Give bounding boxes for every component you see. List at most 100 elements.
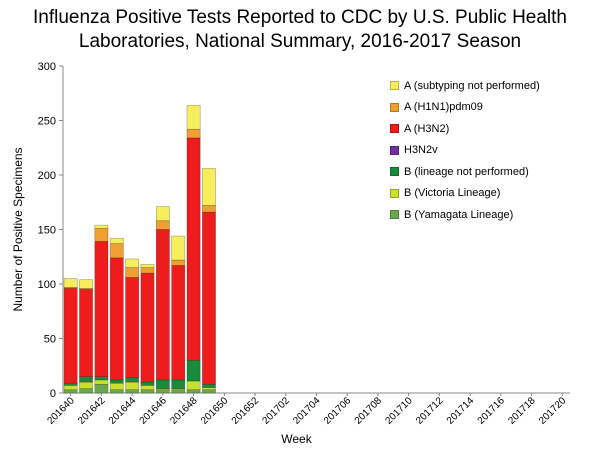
bar-segment-201649 xyxy=(202,205,216,213)
bar-segment-201644 xyxy=(125,277,140,379)
x-tick-label: 201704 xyxy=(291,395,323,427)
bar-segment-201646 xyxy=(155,229,170,381)
chart-title-line-2: Laboratories, National Summary, 2016-201… xyxy=(78,31,522,52)
legend-label: H3N2v xyxy=(404,144,438,157)
bar-segment-201640 xyxy=(63,288,78,384)
legend-swatch xyxy=(390,188,399,198)
legend-swatch xyxy=(390,167,399,177)
y-tick-label: 250 xyxy=(38,116,56,128)
bar-segment-201640 xyxy=(63,389,78,394)
legend-swatch xyxy=(390,81,399,91)
x-tick-label: 201708 xyxy=(353,395,385,427)
bar-segment-201641 xyxy=(79,388,93,394)
bar-segment-201648 xyxy=(186,137,201,361)
bar-segment-201642 xyxy=(94,228,109,242)
y-tick-label: 100 xyxy=(38,279,56,291)
bar-segment-201646 xyxy=(155,206,170,222)
legend-swatch xyxy=(390,102,399,112)
bar-segment-201647 xyxy=(171,235,186,261)
x-tick-label: 201718 xyxy=(506,395,538,427)
bar-segment-201646 xyxy=(155,220,170,230)
bar-segment-201646 xyxy=(155,379,170,389)
chart-title: Influenza Positive Tests Reported to CDC… xyxy=(0,6,600,54)
legend-label: B (Victoria Lineage) xyxy=(404,187,501,200)
legend-swatch xyxy=(390,210,399,220)
bar-segment-201649 xyxy=(202,389,216,394)
bar-segment-201644 xyxy=(125,389,140,394)
x-tick-label: 201648 xyxy=(168,395,200,427)
y-tick-label: 300 xyxy=(38,61,56,73)
y-axis-title: Number of Positive Specimens xyxy=(11,147,25,311)
legend-label: B (lineage not performed) xyxy=(404,165,529,178)
x-tick-label: 201712 xyxy=(414,395,446,427)
y-tick-label: 0 xyxy=(50,388,56,400)
bar-segment-201640 xyxy=(63,385,78,391)
bar-segment-201648 xyxy=(186,389,201,394)
bar-segment-201643 xyxy=(109,382,124,391)
legend-label: A (subtyping not performed) xyxy=(404,79,540,92)
x-tick-label: 201646 xyxy=(138,395,170,427)
bar-segment-201645 xyxy=(140,385,155,391)
bar-segment-201649 xyxy=(202,383,216,388)
bar-segment-201645 xyxy=(140,267,155,274)
bar-segment-201640 xyxy=(63,382,78,386)
legend-swatch xyxy=(390,145,399,155)
chart-title-line-1: Influenza Positive Tests Reported to CDC… xyxy=(32,7,567,28)
chart-legend: A (subtyping not performed) A (H1N1)pdm09… xyxy=(390,75,540,226)
legend-item: A (subtyping not performed) xyxy=(390,75,540,97)
y-tick-label: 200 xyxy=(38,170,56,182)
legend-item: A (H1N1)pdm09 xyxy=(390,97,540,119)
legend-item: B (lineage not performed) xyxy=(390,161,540,183)
bar-segment-201644 xyxy=(125,267,140,278)
bar-segment-201647 xyxy=(171,265,186,381)
bar-segment-201648 xyxy=(186,104,201,130)
bar-segment-201645 xyxy=(140,264,155,268)
x-tick-label: 201642 xyxy=(76,395,108,427)
bar-segment-201647 xyxy=(171,389,186,394)
bar-segment-201645 xyxy=(140,381,155,386)
bar-segment-201643 xyxy=(109,237,124,244)
bar-segment-201641 xyxy=(79,289,93,377)
bar-segment-201649 xyxy=(202,211,216,385)
bar-segment-201643 xyxy=(109,243,124,259)
y-tick-label: 50 xyxy=(44,334,56,346)
legend-item: B (Yamagata Lineage) xyxy=(390,204,540,226)
bar-segment-201641 xyxy=(79,381,93,389)
bar-segment-201648 xyxy=(186,380,201,391)
bar-segment-201647 xyxy=(171,259,186,266)
bar-segment-201645 xyxy=(140,389,155,394)
bar-segment-201644 xyxy=(125,377,140,383)
legend-item: A (H3N2) xyxy=(390,118,540,140)
bar-segment-201643 xyxy=(109,257,124,381)
bar-segment-201641 xyxy=(79,376,93,383)
bar-segment-201649 xyxy=(202,168,216,206)
bar-segment-201642 xyxy=(94,383,109,394)
bar-segment-201640 xyxy=(63,278,78,288)
bar-segment-201648 xyxy=(186,359,201,382)
bar-segment-201642 xyxy=(94,379,109,385)
legend-item: H3N2v xyxy=(390,140,540,162)
bar-segment-201643 xyxy=(109,389,124,394)
x-tick-label: 201706 xyxy=(322,395,354,427)
bar-segment-201642 xyxy=(94,376,109,381)
bar-segment-201644 xyxy=(125,381,140,391)
x-tick-label: 201710 xyxy=(383,395,415,427)
x-tick-label: 201652 xyxy=(230,395,262,427)
legend-swatch xyxy=(390,124,399,134)
x-axis-title: Week xyxy=(281,432,312,446)
bar-segment-201644 xyxy=(125,258,140,268)
y-tick-label: 150 xyxy=(38,225,56,237)
bar-segment-201649 xyxy=(202,387,216,391)
bar-segment-201642 xyxy=(94,224,109,229)
legend-item: B (Victoria Lineage) xyxy=(390,183,540,205)
bar-segment-201648 xyxy=(186,128,201,139)
legend-label: A (H1N1)pdm09 xyxy=(404,101,483,114)
bar-segment-201645 xyxy=(140,272,155,383)
x-tick-label: 201720 xyxy=(537,395,569,427)
x-tick-label: 201702 xyxy=(261,395,293,427)
bar-segment-201647 xyxy=(171,379,186,389)
bar-segment-201646 xyxy=(155,389,170,394)
x-tick-label: 201716 xyxy=(476,395,508,427)
x-tick-label: 201650 xyxy=(199,395,231,427)
